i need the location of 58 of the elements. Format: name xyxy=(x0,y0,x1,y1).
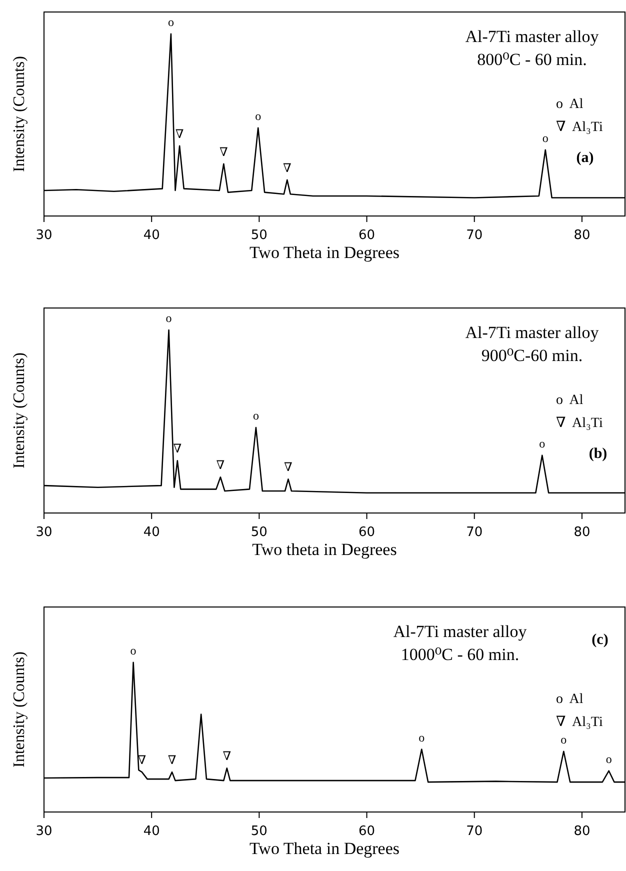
annotation: ∇ xyxy=(173,442,182,456)
annotation: o xyxy=(130,643,136,658)
x-tick-label: 80 xyxy=(574,824,590,839)
annotation: ∇ xyxy=(216,458,225,472)
x-tick-label: 60 xyxy=(358,824,376,839)
x-tick-label: 40 xyxy=(143,228,160,243)
annotation: ∇ xyxy=(175,126,184,141)
annotation: o Al xyxy=(556,692,584,707)
text: 900⁰C-60 min. xyxy=(481,346,583,365)
x-tick-label: 70 xyxy=(466,824,483,839)
chart-title: Al-7Ti master alloy xyxy=(393,622,528,641)
text: (c) xyxy=(592,632,608,648)
x-tick-label: 40 xyxy=(143,525,160,540)
x-tick-label: 80 xyxy=(574,228,590,243)
x-axis-title: Two Theta in Degrees xyxy=(249,243,400,262)
x-axis-title: Two Theta in Degrees xyxy=(249,839,400,858)
x-tick-label: 70 xyxy=(466,228,483,243)
annotation: o xyxy=(168,14,174,29)
annotation: o xyxy=(560,732,567,746)
chart-subtitle: 1000⁰C - 60 min. xyxy=(400,645,520,664)
y-axis-title: Intensity (Counts) xyxy=(11,56,28,172)
annotation: o xyxy=(166,310,172,325)
y-axis-title: Intensity (Counts) xyxy=(11,352,28,468)
annotation: o xyxy=(606,752,612,766)
annotation: (a) xyxy=(576,150,594,166)
annotation: ∇ xyxy=(222,749,232,764)
x-tick-label: 80 xyxy=(574,525,590,540)
x-tick-label: 30 xyxy=(36,824,52,839)
x-tick-label: 60 xyxy=(358,525,376,540)
annotation: o xyxy=(418,730,425,744)
x-tick-label: 50 xyxy=(250,525,268,540)
annotation: o xyxy=(542,130,548,145)
x-axis-title: Two theta in Degrees xyxy=(252,540,397,559)
annotation: o Al xyxy=(556,97,584,112)
annotation: (b) xyxy=(588,446,608,462)
annotation: o Al xyxy=(556,393,584,408)
x-tick-label: 30 xyxy=(36,228,52,243)
annotation: ∇ xyxy=(219,144,228,159)
annotation: ∇ xyxy=(282,160,292,175)
x-tick-label: 60 xyxy=(358,228,376,243)
annotation: o xyxy=(252,408,259,423)
text: 800⁰C - 60 min. xyxy=(477,50,587,69)
annotation: ∇ Al₃Ti xyxy=(556,416,603,431)
annotation: o xyxy=(539,436,546,450)
y-axis-title: Intensity (Counts) xyxy=(11,652,28,768)
annotation: ∇ Al₃Ti xyxy=(556,715,603,730)
annotation: ∇ Al₃Ti xyxy=(556,120,603,135)
annotation: o xyxy=(255,108,262,123)
x-tick-label: 40 xyxy=(143,824,160,839)
x-tick-label: 50 xyxy=(250,824,268,839)
annotation: ∇ xyxy=(138,753,146,768)
chart-title: Al-7Ti master alloy xyxy=(465,323,600,342)
x-tick-label: 50 xyxy=(250,228,268,243)
x-tick-label: 70 xyxy=(466,525,483,540)
chart-title: Al-7Ti master alloy xyxy=(465,27,600,46)
annotation: ∇ xyxy=(168,753,176,768)
x-tick-label: 30 xyxy=(36,525,52,540)
annotation: ∇ xyxy=(284,460,292,474)
